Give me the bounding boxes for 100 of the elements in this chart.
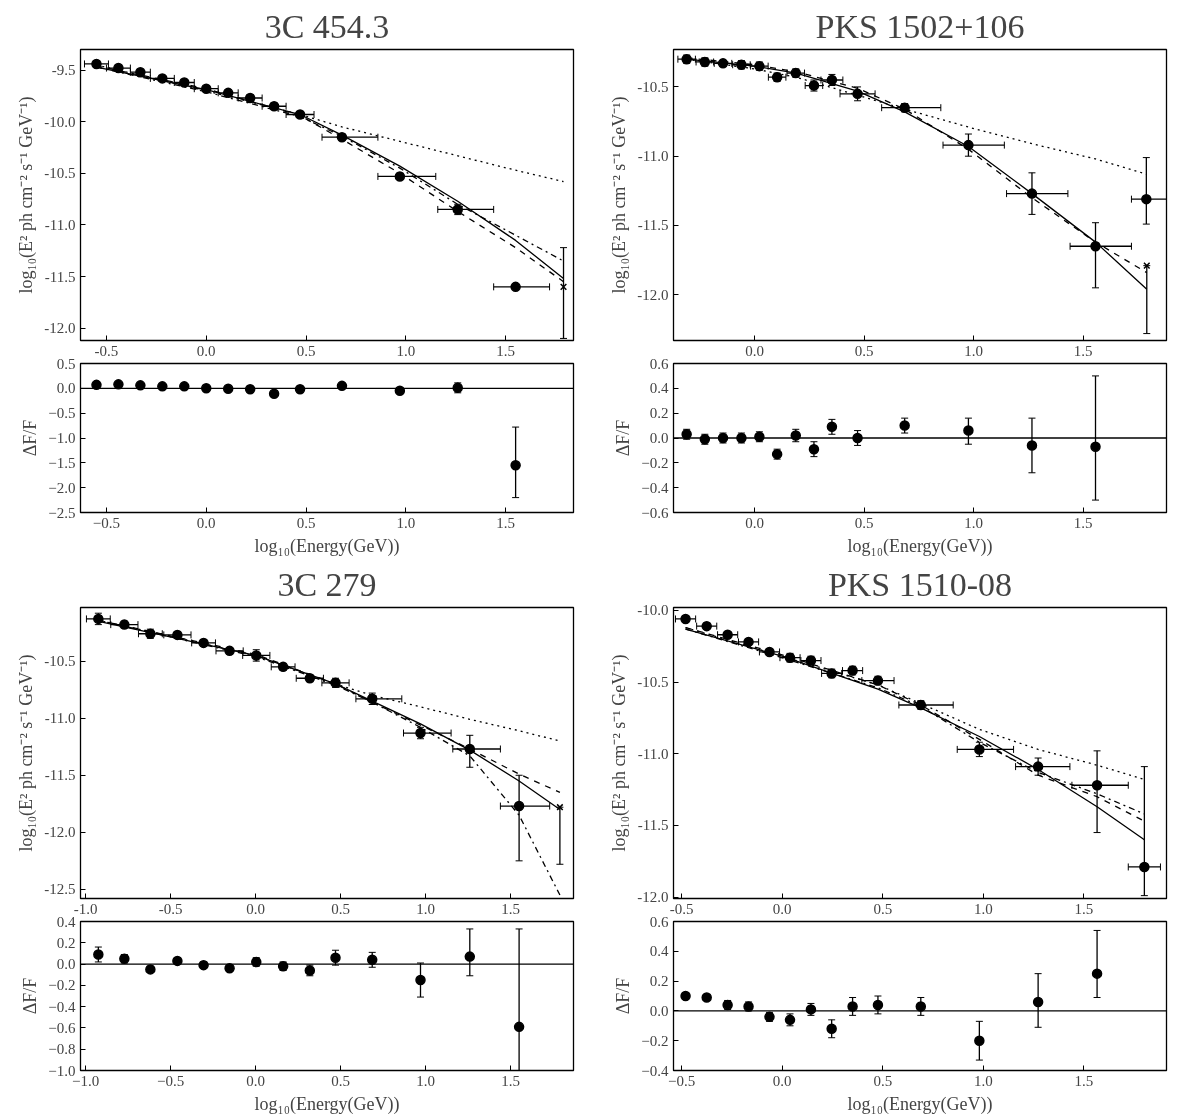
y-tick-label: 0.2 (649, 405, 669, 422)
y-tick-label: -9.5 (51, 62, 76, 79)
y-axis-title: ΔF/F (613, 977, 634, 1015)
x-tick-label: 0.5 (331, 1072, 350, 1089)
y-axis-title: ΔF/F (20, 977, 41, 1015)
x-axis-title: log₁₀(Energy(GeV)) (254, 535, 400, 557)
y-tick-label: −0.2 (48, 977, 76, 994)
x-tick-label: 1.0 (964, 342, 984, 359)
y-tick-label: -12.0 (637, 286, 669, 303)
x-tick-label: 0.0 (246, 900, 265, 917)
x-tick-label: 0.5 (331, 900, 350, 917)
x-tick-label: 0.5 (873, 1072, 893, 1089)
chart-title: 3C 279 (277, 565, 377, 603)
y-tick-label: -10.5 (637, 78, 669, 95)
y-tick-label: 0.2 (649, 973, 669, 990)
x-tick-label: 0.0 (196, 342, 216, 359)
y-tick-label: -12.0 (44, 320, 76, 337)
x-tick-label: 0.0 (745, 514, 764, 531)
chart-title: PKS 1502+106 (815, 7, 1025, 45)
x-tick-label: 0.0 (246, 1072, 265, 1089)
y-tick-label: −0.4 (641, 1062, 669, 1079)
y-axis-title: log₁₀(E² ph cm⁻² s⁻¹ GeV⁻¹) (609, 654, 631, 852)
chart-title: 3C 454.3 (264, 7, 390, 45)
y-tick-label: 0.2 (56, 934, 76, 951)
y-tick-label: -10.5 (637, 674, 669, 691)
x-tick-label: 0.5 (854, 514, 874, 531)
x-tick-label: −0.5 (157, 1072, 185, 1089)
x-tick-label: -0.5 (158, 900, 183, 917)
y-tick-label: -11.0 (637, 745, 669, 762)
x-tick-label: 0.5 (854, 342, 874, 359)
y-tick-label: -10.5 (44, 165, 76, 182)
x-tick-label: -0.5 (94, 342, 119, 359)
x-tick-label: 1.5 (496, 342, 516, 359)
x-tick-label: -1.0 (73, 900, 98, 917)
x-tick-label: 1.0 (964, 514, 984, 531)
x-tick-label: 1.5 (1074, 900, 1094, 917)
y-tick-label: 0.4 (56, 913, 76, 930)
y-tick-label: −0.2 (641, 1032, 669, 1049)
y-tick-label: −0.2 (641, 454, 669, 471)
y-tick-label: -10.0 (637, 602, 669, 619)
x-axis-title: log₁₀(Energy(GeV)) (847, 535, 993, 557)
x-tick-label: 0.0 (772, 900, 792, 917)
y-tick-label: -11.5 (44, 767, 76, 784)
y-tick-label: 0.0 (56, 380, 76, 397)
y-axis-title: log₁₀(E² ph cm⁻² s⁻¹ GeV⁻¹) (609, 96, 631, 294)
chart-title: PKS 1510-08 (827, 565, 1013, 603)
y-tick-label: 0.5 (56, 355, 76, 372)
y-tick-label: -12.5 (44, 881, 76, 898)
x-tick-label: 1.5 (1074, 1072, 1094, 1089)
x-tick-label: 1.5 (1073, 514, 1093, 531)
y-tick-label: -11.0 (637, 148, 669, 165)
y-axis-title: ΔF/F (613, 419, 634, 457)
x-tick-label: 0.0 (196, 514, 216, 531)
x-tick-label: 1.5 (1073, 342, 1093, 359)
y-tick-label: -11.5 (44, 268, 76, 285)
y-tick-label: −0.8 (48, 1041, 76, 1058)
y-tick-label: -11.5 (637, 217, 669, 234)
y-tick-label: -10.5 (44, 653, 76, 670)
y-tick-label: -11.5 (637, 817, 669, 834)
y-tick-label: −0.4 (48, 998, 76, 1015)
y-axis-title: ΔF/F (20, 419, 41, 457)
y-axis-title: log₁₀(E² ph cm⁻² s⁻¹ GeV⁻¹) (16, 96, 38, 294)
x-tick-label: 1.5 (496, 514, 516, 531)
x-tick-label: 1.0 (416, 1072, 435, 1089)
y-tick-label: −1.0 (48, 430, 76, 446)
y-tick-label: 0.4 (649, 380, 669, 397)
y-tick-label: 0.0 (649, 430, 669, 446)
y-tick-label: -10.0 (44, 113, 76, 130)
x-tick-label: 0.0 (745, 342, 764, 359)
y-tick-label: -11.0 (44, 710, 76, 727)
y-tick-label: −0.6 (48, 1019, 76, 1036)
x-tick-label: 1.0 (416, 900, 435, 917)
x-tick-label: 0.5 (296, 514, 316, 531)
y-tick-label: 0.0 (649, 1002, 669, 1019)
y-tick-label: -12.0 (637, 889, 669, 906)
y-tick-label: −0.5 (48, 405, 76, 422)
y-tick-label: −0.4 (641, 479, 669, 496)
y-tick-label: 0.6 (649, 913, 669, 930)
x-tick-label: 0.5 (873, 900, 893, 917)
x-tick-label: 1.0 (396, 514, 416, 531)
x-tick-label: 1.0 (974, 1072, 993, 1089)
x-tick-label: 1.0 (974, 900, 993, 917)
x-tick-label: 1.0 (396, 342, 416, 359)
x-tick-label: −0.5 (92, 514, 121, 531)
y-axis-title: log₁₀(E² ph cm⁻² s⁻¹ GeV⁻¹) (16, 654, 38, 852)
y-tick-label: 0.4 (649, 943, 669, 960)
x-tick-label: 1.5 (501, 1072, 520, 1089)
y-tick-label: 0.6 (649, 355, 669, 372)
y-tick-label: -12.0 (44, 824, 76, 841)
y-tick-label: 0.0 (56, 956, 76, 973)
y-tick-label: −0.6 (641, 504, 669, 521)
x-axis-title: log₁₀(Energy(GeV)) (254, 1093, 400, 1115)
x-tick-label: 1.5 (501, 900, 520, 917)
y-tick-label: −1.5 (48, 454, 76, 471)
x-tick-label: −0.5 (667, 1072, 696, 1089)
x-tick-label: -0.5 (669, 900, 694, 917)
x-tick-label: 0.0 (772, 1072, 792, 1089)
x-tick-label: 0.5 (296, 342, 316, 359)
y-tick-label: -11.0 (44, 216, 76, 233)
x-axis-title: log₁₀(Energy(GeV)) (847, 1093, 993, 1115)
